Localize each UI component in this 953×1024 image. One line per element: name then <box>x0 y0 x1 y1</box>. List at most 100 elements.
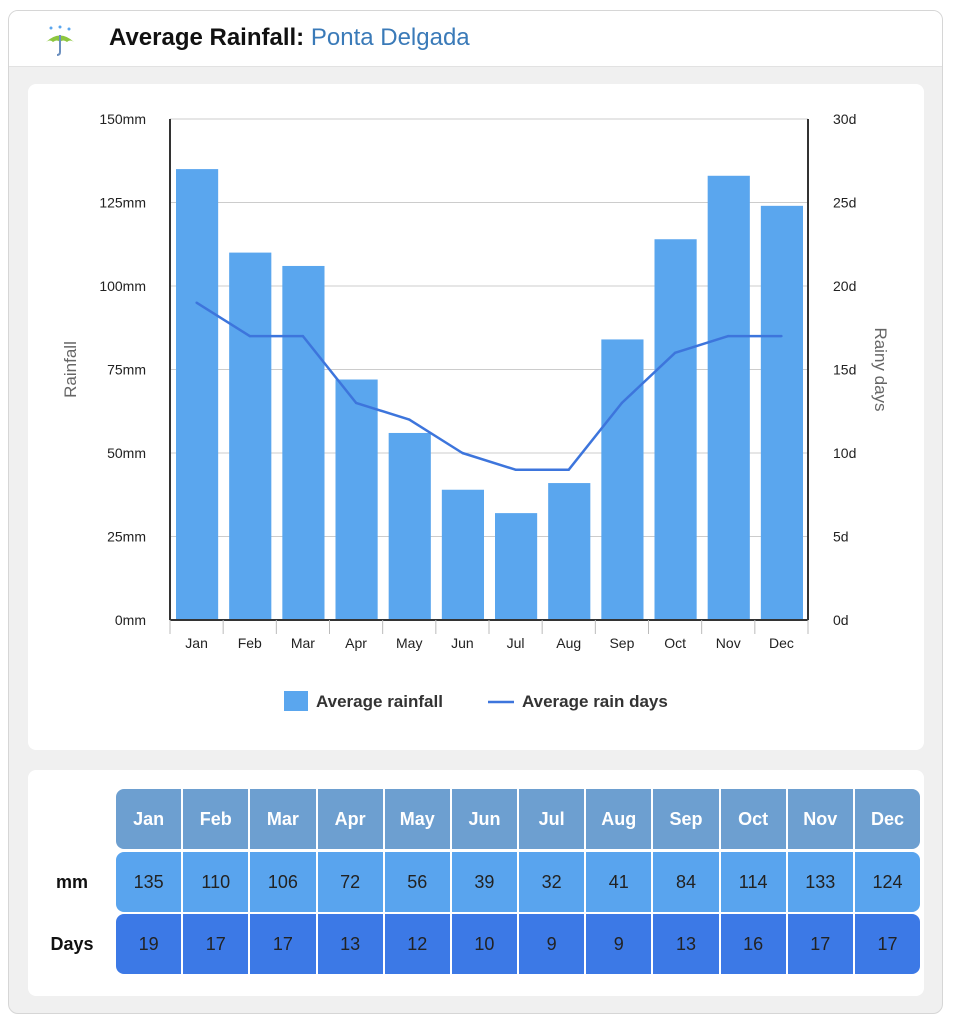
y-tick-label: 125mm <box>99 195 146 211</box>
month-header-cell-6: Jul <box>517 789 585 849</box>
mm-cell-11: 124 <box>852 852 920 912</box>
widget-header: Average Rainfall: Ponta Delgada <box>9 11 942 67</box>
y-tick-label: 100mm <box>99 278 146 294</box>
bar-feb <box>229 252 272 620</box>
y2-tick-label: 5d <box>833 529 849 545</box>
days-cell-11: 17 <box>852 914 920 974</box>
rain-days-line <box>195 301 782 471</box>
month-header-cell-11: Dec <box>852 789 920 849</box>
bar-aug <box>548 483 591 620</box>
month-header-cell-8: Sep <box>651 789 719 849</box>
days-cell-5: 10 <box>449 914 518 974</box>
rain-days-point-jan <box>195 301 198 304</box>
rain-days-point-apr <box>354 401 358 405</box>
x-tick-label: Jun <box>451 635 474 651</box>
month-header-cell-7: Aug <box>584 789 652 849</box>
bar-oct <box>654 239 697 621</box>
bar-jun <box>441 489 484 620</box>
rain-days-point-nov <box>727 334 730 338</box>
table-header-row: Jan Feb Mar Apr May Jun Jul Aug Sep Oct Nov Dec <box>28 789 924 849</box>
mm-cell-7: 41 <box>584 852 652 912</box>
title-label: Average Rainfall: <box>109 24 305 51</box>
days-cell-3: 13 <box>315 914 383 974</box>
month-header-cell-4: May <box>382 789 450 849</box>
rain-days-point-may <box>408 418 411 421</box>
rain-days-point-dec <box>780 334 783 338</box>
mm-cell-2: 106 <box>248 852 316 912</box>
bar-sep <box>601 339 644 620</box>
month-header-cell-10: Nov <box>785 789 853 849</box>
row-label-days: Days <box>50 934 94 954</box>
days-cell-4: 12 <box>382 914 450 974</box>
y2-tick-label: 15d <box>833 362 856 378</box>
month-header-cell-2: Mar <box>248 789 316 849</box>
month-header-cell-0: Jan <box>116 789 182 849</box>
days-cell-6: 9 <box>517 914 585 974</box>
mm-cell-5: 39 <box>449 852 518 912</box>
days-value-cells: 19 17 17 13 12 10 9 9 13 16 17 17 <box>116 914 920 974</box>
days-cell-8: 13 <box>651 914 719 974</box>
y-tick-label: 75mm <box>107 362 146 378</box>
y-tick-label: 50mm <box>107 445 146 461</box>
mm-value-cells: 135 110 106 72 56 39 32 41 84 114 133 124 <box>116 852 920 912</box>
rain-days-point-sep <box>620 401 624 405</box>
mm-cell-3: 72 <box>315 852 383 912</box>
y-tick-label: 0mm <box>115 612 146 628</box>
y-axis-title: Rainfall <box>61 341 80 398</box>
y-tick-label: 150mm <box>99 111 146 127</box>
mm-cell-8: 84 <box>651 852 719 912</box>
rainfall-chart: Jan Feb Mar Apr May Jun Jul Aug Sep Oct Nov Dec 0mm 2… <box>61 111 890 711</box>
month-header-cell-3: Apr <box>315 789 383 849</box>
x-tick-label: Jan <box>185 635 208 651</box>
x-tick-label: Jul <box>507 635 525 651</box>
rainfall-widget: Average Rainfall: Ponta Delgada Jan Feb Ma… <box>8 10 943 1014</box>
mm-cell-9: 114 <box>718 852 786 912</box>
rain-days-point-feb <box>248 334 251 338</box>
mm-cell-0: 135 <box>116 852 182 912</box>
rain-days-point-jun <box>461 451 464 455</box>
bar-nov <box>707 175 750 620</box>
rainfall-table: Jan Feb Mar Apr May Jun Jul Aug Sep Oct Nov Dec mm … <box>28 770 924 996</box>
mm-cell-1: 110 <box>181 852 249 912</box>
month-header-cell-1: Feb <box>181 789 249 849</box>
page-title: Average Rainfall: Ponta Delgada <box>109 23 470 53</box>
y2-tick-label: 30d <box>833 111 856 127</box>
mm-cell-6: 32 <box>517 852 585 912</box>
days-cell-1: 17 <box>181 914 249 974</box>
y2-tick-label: 10d <box>833 445 856 461</box>
rain-days-point-oct <box>673 351 677 354</box>
mm-cell-10: 133 <box>785 852 853 912</box>
umbrella-rain-icon <box>46 25 74 56</box>
legend-label-rain-days: Average rain days <box>522 692 668 711</box>
month-header-cell-9: Oct <box>718 789 786 849</box>
y2-axis-title: Rainy days <box>871 327 890 411</box>
days-cell-10: 17 <box>785 914 853 974</box>
data-table-card: Jan Feb Mar Apr May Jun Jul Aug Sep Oct Nov Dec mm … <box>28 770 924 996</box>
y2-tick-label: 25d <box>833 195 856 211</box>
x-tick-label: Aug <box>556 635 581 651</box>
y2-tick-label: 0d <box>833 612 849 628</box>
x-tick-label: May <box>396 635 422 651</box>
x-tick-label: Oct <box>664 635 686 651</box>
city-name: Ponta Delgada <box>310 24 470 51</box>
rain-days-point-aug <box>567 468 570 471</box>
days-cell-2: 17 <box>248 914 316 974</box>
x-tick-label: Nov <box>716 635 741 651</box>
bar-dec <box>760 205 803 620</box>
y-tick-label: 25mm <box>107 529 146 545</box>
x-tick-label: Apr <box>345 635 367 651</box>
x-tick-label: Dec <box>769 635 794 651</box>
bar-apr <box>335 379 378 620</box>
rain-days-point-mar <box>301 334 305 338</box>
mm-cell-4: 56 <box>382 852 450 912</box>
rain-days-point-jul <box>514 468 517 471</box>
days-cell-9: 16 <box>718 914 786 974</box>
row-label-mm: mm <box>55 872 88 892</box>
y2-tick-label: 20d <box>833 278 856 294</box>
bar-jul <box>495 513 538 620</box>
month-header-cells: Jan Feb Mar Apr May Jun Jul Aug Sep Oct Nov Dec <box>116 789 920 849</box>
days-cell-0: 19 <box>116 914 182 974</box>
table-row-days: Days 19 17 17 13 12 10 9 9 13 16 17 17 <box>28 914 924 974</box>
bar-may <box>388 432 431 620</box>
days-cell-7: 9 <box>584 914 652 974</box>
